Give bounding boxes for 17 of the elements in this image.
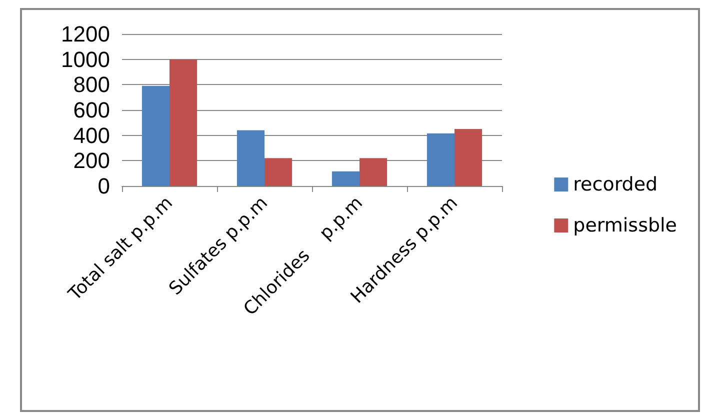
- y-tick-label: 400: [73, 122, 110, 148]
- bar: [360, 158, 388, 186]
- y-tick-label: 1000: [61, 46, 110, 72]
- legend-label: permissble: [573, 214, 677, 236]
- legend-label: recorded: [573, 174, 658, 196]
- y-tick-label: 200: [73, 148, 110, 174]
- y-tick-label: 1200: [61, 22, 110, 46]
- bar: [170, 59, 198, 186]
- y-tick-label: 600: [73, 98, 110, 122]
- bar: [264, 158, 292, 186]
- y-tick-label: 0: [98, 174, 110, 198]
- bar: [142, 86, 170, 186]
- y-tick-label: 800: [73, 72, 110, 98]
- bar: [426, 133, 454, 186]
- bar: [236, 130, 264, 186]
- bar: [332, 171, 360, 186]
- bar: [454, 129, 482, 186]
